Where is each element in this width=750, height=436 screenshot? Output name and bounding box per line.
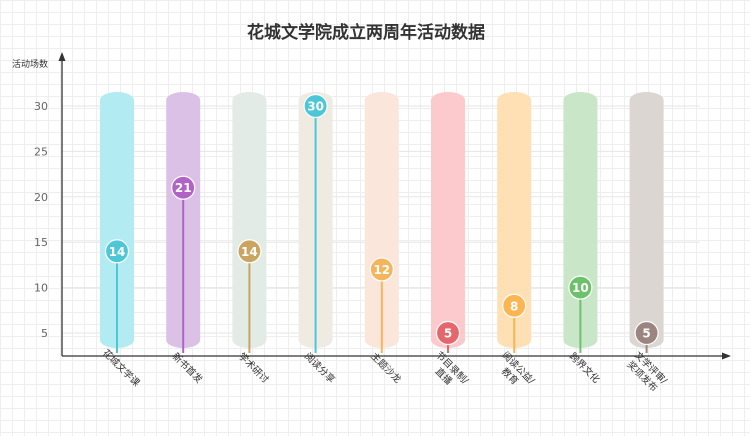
pillar-5: [364, 92, 399, 348]
pillar-3: [232, 92, 267, 348]
data-label-9: 5: [642, 327, 650, 341]
pillar-1: [100, 92, 134, 348]
data-label-5: 12: [373, 263, 390, 277]
y-tick-label: 25: [34, 145, 48, 158]
marker-dot-2: [171, 175, 196, 200]
marker-dot-7: [502, 293, 527, 318]
y-tick-label: 20: [34, 191, 48, 204]
marker-dot-1: [104, 239, 130, 264]
data-label-7: 8: [510, 299, 518, 313]
data-label-2: 21: [175, 181, 192, 195]
x-tick-label-1: 花城文学课: [100, 347, 142, 389]
y-axis-arrow: [58, 52, 66, 61]
chart-title: 花城文学院成立两周年活动数据: [247, 22, 485, 43]
y-tick-label: 30: [34, 100, 48, 113]
y-tick-label: 15: [34, 236, 48, 249]
marker-dot-3: [237, 239, 262, 264]
y-tick-label: 10: [34, 282, 48, 295]
axes: [58, 52, 731, 360]
pillar-9: [629, 92, 664, 348]
marker-dot-5: [369, 257, 394, 282]
data-label-6: 5: [444, 327, 452, 341]
pillar-7: [497, 92, 532, 348]
x-tick-label-line: 花城文学课: [100, 347, 142, 389]
data-label-1: 14: [109, 245, 126, 259]
marker-dot-8: [568, 275, 593, 300]
x-axis-arrow: [722, 352, 731, 360]
pillar-6: [431, 92, 465, 348]
value-markers: 14 21 14 30 12 5 8 10 5: [104, 93, 659, 353]
x-tick-labels: 花城文学课 新书首发 学术研讨 阅读分享 主题沙龙 节目录制/直播 阅读公益/教育 跨界文化文…: [100, 347, 670, 394]
data-label-4: 30: [307, 100, 324, 114]
data-label-3: 14: [241, 245, 258, 259]
y-tick-labels: 5 10 15 20 25 30: [34, 100, 48, 340]
marker-dot-4: [303, 93, 328, 119]
y-tick-label: 5: [41, 327, 48, 340]
y-axis-label: 活动场数: [12, 58, 48, 70]
data-label-8: 10: [572, 281, 589, 295]
marker-dot-9: [634, 320, 659, 346]
marker-dot-6: [435, 320, 461, 346]
